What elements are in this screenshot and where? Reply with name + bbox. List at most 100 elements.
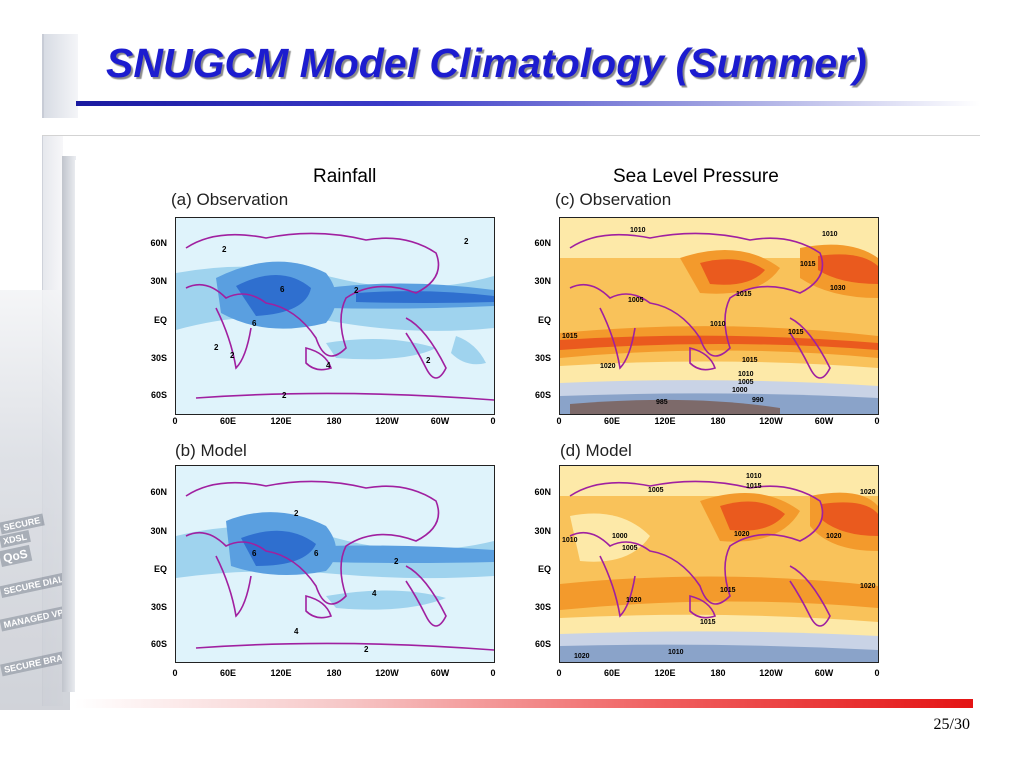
map-rainfall-observation: 2 6 2 6 2 2 4 2 2 2 (175, 217, 495, 415)
contour-label: 1015 (746, 483, 762, 490)
contour-label: 4 (294, 627, 299, 636)
contour-label: 1015 (742, 357, 758, 364)
contour-label: 1020 (734, 531, 750, 538)
contour-label: 2 (282, 391, 287, 400)
climatology-figure: Rainfall Sea Level Pressure (a) Observat… (75, 160, 895, 692)
lon-tick: 0 (172, 416, 178, 426)
contour-label: 2 (364, 645, 369, 654)
contour-label: 1015 (736, 291, 752, 298)
contour-label: 1020 (860, 583, 876, 590)
contour-label: 1020 (600, 363, 616, 370)
lon-tick: 60W (430, 416, 450, 426)
lon-tick: 0 (556, 668, 562, 678)
lon-tick: 120W (375, 416, 399, 426)
lon-tick: 60E (603, 668, 620, 678)
lon-tick: 180 (710, 416, 726, 426)
lon-tick: 0 (490, 668, 496, 678)
contour-label: 985 (656, 399, 668, 406)
page-number: 25/30 (933, 716, 970, 733)
lat-tick: EQ (153, 315, 167, 325)
side-word: QoS (0, 544, 33, 568)
lat-tick: 60N (150, 487, 167, 497)
contour-label: 1020 (860, 489, 876, 496)
contour-label: 1010 (668, 649, 684, 656)
lon-tick: 180 (326, 416, 342, 426)
contour-label: 4 (326, 361, 331, 370)
title-frame-accent (42, 34, 78, 118)
contour-label: 2 (394, 557, 399, 566)
map-slp-observation: 1010 1010 1015 1030 1005 1015 1010 1015 … (559, 217, 879, 415)
contour-label: 1000 (732, 387, 748, 394)
lat-tick: 60S (534, 390, 551, 400)
contour-label: 1030 (830, 285, 846, 292)
contour-label: 2 (464, 237, 469, 246)
contour-label: 1000 (612, 533, 628, 540)
lon-tick: 120E (654, 416, 676, 426)
contour-label: 1010 (822, 231, 838, 238)
contour-label: 1015 (720, 587, 736, 594)
lat-tick: 30N (534, 526, 551, 536)
lon-tick: 0 (556, 416, 562, 426)
lat-tick: 30S (150, 602, 167, 612)
lon-tick: 60E (219, 416, 236, 426)
contour-label: 6 (314, 549, 319, 558)
contour-label: 6 (252, 549, 257, 558)
lat-tick: 60S (534, 639, 551, 649)
lon-tick: 60E (603, 416, 620, 426)
contour-label: 1005 (628, 297, 644, 304)
contour-label: 1020 (626, 597, 642, 604)
lon-tick: 60W (814, 668, 834, 678)
contour-label: 2 (294, 509, 299, 518)
slp-column-title: Sea Level Pressure (613, 166, 779, 187)
lon-tick: 120E (270, 668, 292, 678)
lon-tick: 120W (759, 416, 783, 426)
lat-tick: 30S (150, 353, 167, 363)
contour-label: 1005 (648, 487, 664, 494)
contour-label: 6 (280, 285, 285, 294)
contour-label: 2 (426, 356, 431, 365)
lat-tick: EQ (537, 315, 551, 325)
lat-tick: 60N (534, 238, 551, 248)
content-divider (42, 135, 980, 136)
lon-tick: 0 (874, 416, 880, 426)
contour-label: 1005 (738, 379, 754, 386)
lon-tick: 0 (172, 668, 178, 678)
contour-label: 1010 (710, 321, 726, 328)
lon-tick: 60E (219, 668, 236, 678)
panel-label-d: (d) Model (560, 441, 632, 460)
footer-rule (75, 699, 973, 708)
contour-label: 1010 (746, 473, 762, 480)
figure-shadow (62, 156, 76, 692)
contour-label: 990 (752, 397, 764, 404)
map-rainfall-model: 2 6 6 2 4 4 2 (175, 465, 495, 663)
lon-tick: 180 (326, 668, 342, 678)
lat-tick: 60S (150, 390, 167, 400)
contour-label: 2 (222, 245, 227, 254)
lon-tick: 0 (490, 416, 496, 426)
lon-tick: 120W (759, 668, 783, 678)
contour-label: 1010 (738, 371, 754, 378)
lon-tick: 120E (270, 416, 292, 426)
lat-tick: EQ (153, 564, 167, 574)
contour-label: 1005 (622, 545, 638, 552)
background-decoration: SECURE XDSL QoS SECURE DIAL IN MANAGED V… (0, 290, 121, 710)
lat-tick: 30S (534, 353, 551, 363)
panel-label-c: (c) Observation (555, 190, 672, 209)
contour-label: 6 (252, 319, 257, 328)
lon-tick: 60W (814, 416, 834, 426)
lon-tick: 0 (874, 668, 880, 678)
lon-tick: 60W (430, 668, 450, 678)
lat-tick: 30N (150, 276, 167, 286)
contour-label: 2 (354, 286, 359, 295)
title-underline (76, 101, 980, 106)
contour-label: 1015 (788, 329, 804, 336)
contour-label: 1015 (800, 261, 816, 268)
contour-label: 2 (214, 343, 219, 352)
map-slp-model: 1010 1005 1015 1020 1020 1010 1000 1005 … (559, 465, 879, 663)
contour-label: 1015 (700, 619, 716, 626)
lat-tick: EQ (537, 564, 551, 574)
lat-tick: 60N (150, 238, 167, 248)
lat-tick: 30N (150, 526, 167, 536)
rainfall-column-title: Rainfall (313, 166, 377, 187)
lon-tick: 120E (654, 668, 676, 678)
